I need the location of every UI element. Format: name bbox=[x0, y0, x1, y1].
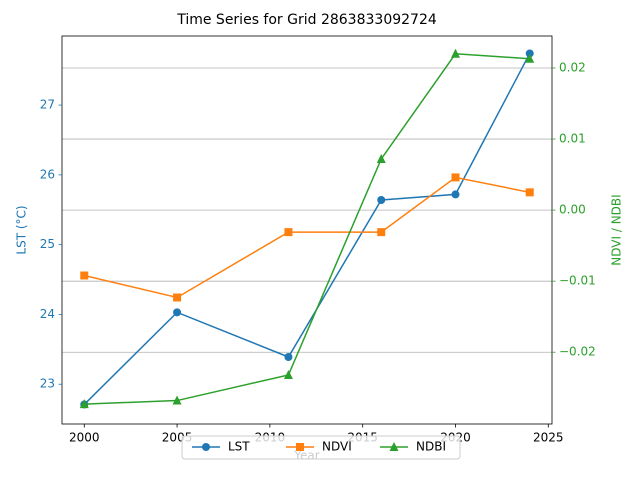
marker bbox=[80, 271, 89, 280]
x-tick-label: 2000 bbox=[69, 431, 100, 445]
chart-title: Time Series for Grid 2863833092724 bbox=[176, 12, 437, 28]
marker bbox=[376, 153, 386, 163]
legend-label: NDVI bbox=[322, 440, 352, 454]
y-tick-label: 26 bbox=[40, 167, 55, 181]
y2-axis-label: NDVI / NDBI bbox=[610, 194, 624, 265]
y2-tick-label: 0.02 bbox=[559, 60, 586, 74]
series-line bbox=[83, 53, 531, 405]
marker bbox=[296, 443, 304, 451]
y-tick-label: 25 bbox=[40, 237, 55, 251]
y2-tick-label: 0.01 bbox=[559, 132, 586, 146]
marker bbox=[284, 228, 293, 237]
y-tick-label: 27 bbox=[40, 98, 55, 112]
marker bbox=[525, 53, 535, 63]
y-axis-label: LST (°C) bbox=[15, 205, 29, 254]
y2-tick-label: −0.01 bbox=[559, 274, 596, 288]
marker bbox=[525, 188, 534, 197]
marker bbox=[283, 369, 293, 379]
y-tick-label: 24 bbox=[40, 307, 55, 321]
series-line bbox=[84, 52, 530, 405]
plot-frame bbox=[61, 35, 553, 425]
marker bbox=[377, 195, 386, 204]
legend-box bbox=[181, 435, 461, 460]
marker bbox=[202, 443, 210, 451]
y-tick-label: 23 bbox=[40, 377, 55, 391]
marker bbox=[389, 442, 399, 451]
marker bbox=[173, 308, 182, 317]
marker bbox=[79, 399, 89, 409]
series-line bbox=[84, 176, 530, 299]
marker bbox=[525, 49, 534, 58]
marker bbox=[172, 395, 182, 405]
marker bbox=[450, 48, 460, 58]
marker bbox=[377, 228, 386, 237]
y2-tick-label: −0.02 bbox=[559, 345, 596, 359]
marker bbox=[173, 293, 182, 302]
marker bbox=[451, 190, 460, 199]
legend-label: NDBI bbox=[416, 440, 446, 454]
marker bbox=[284, 353, 293, 362]
legend-label: LST bbox=[228, 440, 250, 454]
marker bbox=[451, 173, 460, 182]
x-tick-label: 2025 bbox=[533, 431, 564, 445]
y2-tick-label: 0.00 bbox=[559, 203, 586, 217]
